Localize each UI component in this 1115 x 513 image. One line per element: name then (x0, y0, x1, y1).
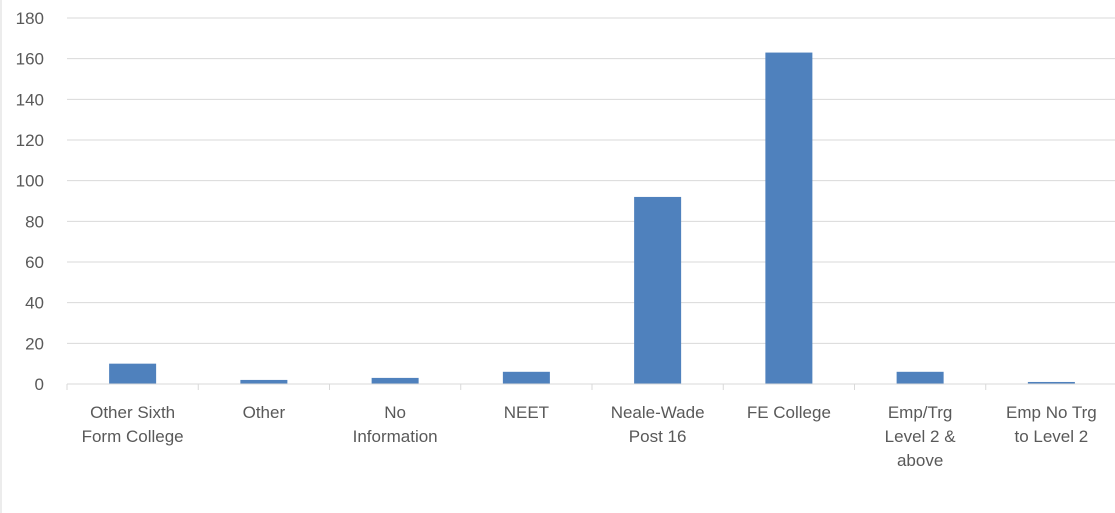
y-axis-tick-labels: 0 20 40 60 80 100 120 140 160 180 (16, 9, 44, 394)
x-category-label-line: FE College (747, 403, 831, 422)
x-category-label-line: above (897, 451, 943, 470)
y-tick-label: 60 (25, 253, 44, 272)
x-category-label-line: Post 16 (629, 427, 687, 446)
y-tick-label: 40 (25, 294, 44, 313)
x-category-label-line: Level 2 & (885, 427, 957, 446)
bar (1027, 381, 1075, 384)
y-tick-label: 140 (16, 90, 44, 109)
x-category-label: Neale-Wade Post 16 (611, 403, 705, 446)
bar (896, 371, 944, 384)
y-tick-label: 0 (35, 375, 44, 394)
bar (109, 363, 157, 384)
x-category-label: NEET (504, 403, 549, 422)
x-category-label-line: No (384, 403, 406, 422)
bar (765, 52, 813, 385)
y-tick-label: 120 (16, 131, 44, 150)
y-tick-label: 80 (25, 212, 44, 231)
x-category-label-line: NEET (504, 403, 549, 422)
x-category-label: Other (243, 403, 286, 422)
bar (634, 196, 682, 384)
x-category-label-line: Form College (82, 427, 184, 446)
x-category-label-line: Neale-Wade (611, 403, 705, 422)
y-tick-label: 100 (16, 172, 44, 191)
y-tick-label: 180 (16, 9, 44, 28)
bar (240, 379, 288, 384)
x-category-label-line: to Level 2 (1015, 427, 1089, 446)
x-category-label-line: Information (353, 427, 438, 446)
x-category-label: No Information (353, 403, 438, 446)
x-category-label: Emp No Trg to Level 2 (1006, 403, 1097, 446)
bars (109, 52, 1075, 385)
bar (502, 371, 550, 384)
x-category-label: Other Sixth Form College (82, 403, 184, 446)
y-tick-label: 160 (16, 50, 44, 69)
x-category-label-line: Emp/Trg (888, 403, 953, 422)
x-category-label-line: Other (243, 403, 286, 422)
gridlines (67, 17, 1115, 344)
x-axis-tick-marks (66, 384, 987, 390)
x-category-label-line: Emp No Trg (1006, 403, 1097, 422)
x-category-label-line: Other Sixth (90, 403, 175, 422)
x-category-label: Emp/Trg Level 2 & above (885, 403, 957, 470)
y-tick-label: 20 (25, 334, 44, 353)
x-axis-category-labels: Other Sixth Form College Other No Informatio… (82, 403, 1097, 470)
x-category-label: FE College (747, 403, 831, 422)
bar (371, 377, 419, 384)
